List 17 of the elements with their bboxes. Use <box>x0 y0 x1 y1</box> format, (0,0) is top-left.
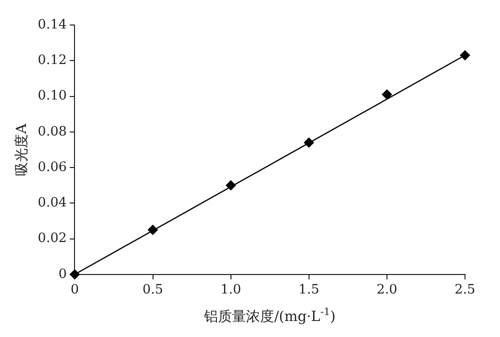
y-tick-label: 0.12 <box>38 53 67 68</box>
x-tick-label: 0 <box>70 282 79 298</box>
y-tick-label: 0.10 <box>38 88 67 104</box>
x-tick-label: 2.0 <box>376 282 398 298</box>
point <box>70 269 80 280</box>
y-tick-label: 0 <box>58 266 67 282</box>
y-axis-title: 吸光度A <box>14 122 30 176</box>
point <box>382 89 392 100</box>
y-tick-label: 0.08 <box>38 124 67 140</box>
y-tick-label: 0.06 <box>38 160 67 175</box>
x-tick-label: 0.5 <box>142 282 164 298</box>
y-tick-label: 0.14 <box>38 17 67 32</box>
y-tick-label: 0.02 <box>38 231 67 246</box>
y-tick-label: 0.04 <box>38 196 67 211</box>
x-tick-label: 1.5 <box>298 282 320 298</box>
x-tick-label: 2.5 <box>454 282 476 298</box>
x-tick-label: 1.0 <box>220 282 242 298</box>
